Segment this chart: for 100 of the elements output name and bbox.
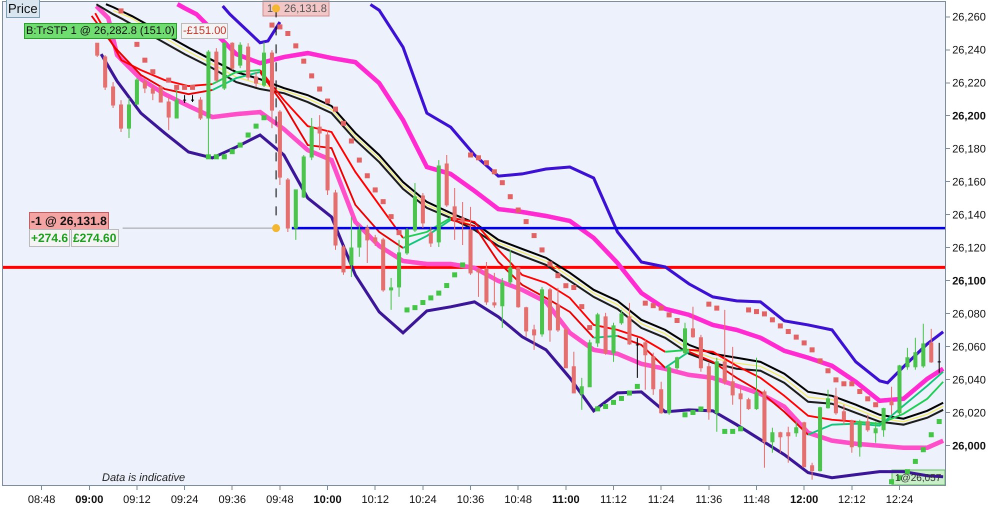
candlestick: [126, 98, 132, 138]
point: [428, 295, 434, 300]
candlestick: [484, 261, 488, 306]
candlestick: [890, 386, 894, 416]
x-tick-label: 10:48: [504, 494, 532, 506]
point: [936, 419, 942, 424]
point: [238, 142, 243, 148]
point: [889, 479, 894, 484]
candlestick: [588, 339, 592, 388]
candlestick: [436, 160, 441, 248]
candlestick: [238, 42, 242, 69]
candlestick: [158, 84, 163, 103]
candlestick: [468, 206, 473, 276]
candlestick: [738, 386, 743, 426]
y-tick-label: 26,220: [952, 78, 986, 90]
annotation: Price: [8, 1, 38, 16]
candlestick: [389, 277, 394, 310]
x-tick-label: 12:12: [838, 494, 866, 506]
y-tick-label: 26,140: [952, 210, 986, 222]
y-tick-label: 26,200: [952, 110, 986, 123]
candlestick: [428, 226, 433, 248]
candlestick: [412, 182, 417, 232]
point: [618, 396, 624, 401]
candlestick: [612, 322, 616, 362]
annotation: 26,131.8: [284, 3, 327, 15]
candlestick: [746, 397, 751, 410]
x-tick-label: 12:24: [886, 494, 914, 506]
candlestick: [492, 272, 496, 308]
point: [460, 262, 466, 268]
annotation: B:TrSTP 1 @ 26,282.8 (151.0): [26, 25, 175, 37]
candlestick: [278, 110, 282, 186]
candlestick: [476, 267, 481, 298]
candlestick: [770, 427, 774, 454]
x-tick-label: 10:36: [456, 494, 484, 506]
point: [920, 447, 926, 452]
x-tick-label: 09:48: [266, 494, 294, 506]
point: [412, 305, 418, 310]
candlestick: [690, 306, 695, 338]
point: [222, 154, 227, 160]
candlestick: [556, 287, 560, 332]
candlestick: [619, 309, 624, 326]
candlestick: [286, 178, 290, 232]
candlestick: [532, 324, 536, 350]
x-tick-label: 10:12: [361, 494, 389, 506]
candlestick: [150, 84, 155, 101]
candlestick: [834, 387, 838, 416]
candlestick: [357, 224, 362, 258]
y-tick-label: 26,240: [952, 44, 986, 57]
candlestick: [580, 377, 584, 410]
candlestick: [810, 462, 814, 480]
candlestick: [198, 96, 203, 121]
candlestick: [802, 421, 806, 468]
annotation: Data is indicative: [102, 472, 186, 484]
candlestick: [516, 266, 520, 308]
candlestick: [651, 352, 656, 396]
point: [928, 432, 934, 438]
candlestick: [722, 309, 727, 386]
candlestick: [214, 48, 218, 83]
candlestick: [842, 404, 846, 426]
point: [246, 132, 251, 138]
x-tick-label: 12:00: [790, 494, 818, 506]
point: [262, 115, 267, 120]
candlestick: [142, 78, 147, 94]
candlestick: [246, 42, 250, 81]
candlestick: [858, 419, 862, 458]
x-tick-label: 11:00: [552, 494, 580, 506]
candlestick: [572, 351, 576, 394]
candlestick: [730, 346, 735, 406]
point: [444, 283, 450, 288]
candlestick: [166, 96, 171, 131]
candlestick: [540, 286, 544, 338]
candlestick: [452, 187, 457, 240]
point: [404, 307, 410, 312]
point: [420, 300, 426, 306]
candlestick: [134, 78, 139, 106]
candlestick: [682, 322, 688, 356]
candlestick: [302, 154, 306, 198]
candlestick: [365, 224, 370, 264]
candlestick: [866, 414, 870, 432]
point: [738, 426, 744, 432]
candlestick: [596, 312, 600, 348]
candlestick: [270, 50, 274, 129]
point: [452, 272, 458, 278]
candlestick: [310, 118, 314, 161]
candlestick: [222, 42, 226, 91]
x-tick-label: 09:36: [218, 494, 246, 506]
point: [634, 384, 640, 389]
y-tick-label: 26,180: [952, 144, 986, 156]
x-tick-label: 08:48: [28, 494, 56, 506]
x-tick-label: 11:48: [743, 494, 770, 506]
point: [272, 224, 280, 232]
candlestick: [524, 306, 528, 338]
candlestick: [564, 326, 568, 368]
candlestick: [397, 239, 402, 298]
candlestick: [548, 287, 552, 342]
point: [690, 410, 696, 415]
point: [254, 124, 259, 129]
candlestick: [698, 334, 703, 372]
annotation: -£151.00: [183, 25, 226, 37]
point: [206, 154, 211, 160]
